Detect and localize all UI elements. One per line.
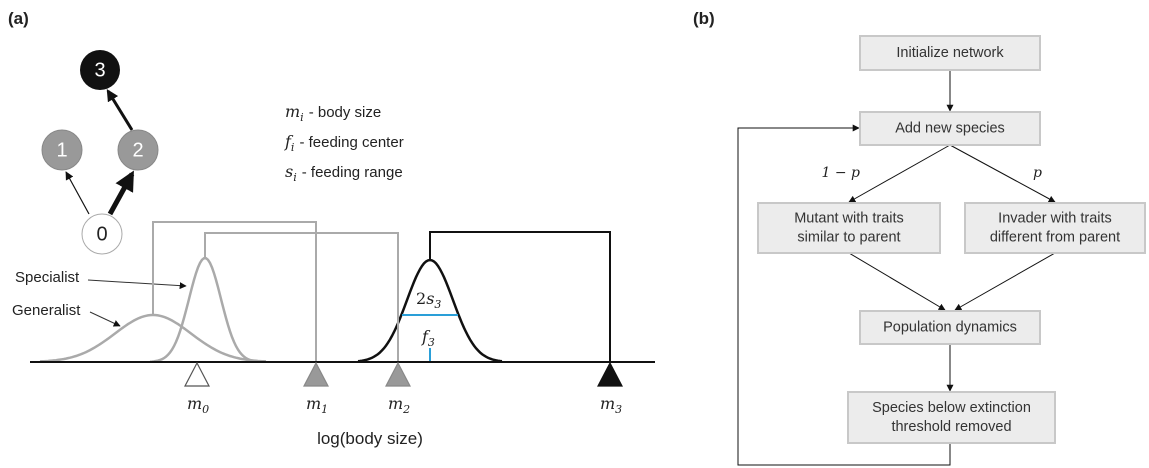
process-box bbox=[859, 111, 1041, 146]
marker-label: m3 bbox=[600, 394, 622, 416]
width-label: 2s3 bbox=[416, 289, 441, 311]
center-label: f3 bbox=[421, 327, 435, 349]
node-label: 1 bbox=[56, 139, 67, 161]
size-marker bbox=[184, 361, 210, 387]
process-box bbox=[847, 391, 1056, 444]
process-box bbox=[964, 202, 1146, 254]
node bbox=[41, 129, 83, 171]
arrow bbox=[848, 252, 946, 311]
pointer bbox=[87, 279, 187, 290]
box-text: Initialize network bbox=[896, 45, 1004, 61]
panel-label: (a) bbox=[8, 9, 29, 28]
node-label: 3 bbox=[94, 59, 105, 81]
size-marker bbox=[385, 361, 411, 387]
node bbox=[81, 213, 123, 255]
marker-label: m2 bbox=[388, 394, 410, 416]
process-box bbox=[757, 202, 941, 254]
process-box bbox=[859, 35, 1041, 71]
annotation: Generalist bbox=[12, 302, 81, 319]
marker-label: m0 bbox=[187, 394, 209, 416]
axis-label: log(body size) bbox=[317, 429, 423, 448]
size-marker bbox=[597, 361, 623, 387]
node bbox=[80, 50, 120, 90]
legend-entry: si - feeding range bbox=[285, 162, 403, 184]
edge bbox=[106, 88, 134, 131]
arrow bbox=[848, 144, 951, 203]
node bbox=[117, 129, 159, 171]
markers: m0 m1 m2 m3 bbox=[184, 361, 623, 416]
node-label: 2 bbox=[132, 139, 143, 161]
box-text: threshold removed bbox=[891, 419, 1011, 435]
arrow bbox=[949, 144, 1056, 203]
link-bracket bbox=[204, 232, 399, 362]
legend-entry: mi - body size bbox=[285, 102, 381, 124]
legend: mi - body size fi - feeding center si - feedi… bbox=[284, 102, 404, 184]
link-bracket bbox=[152, 221, 317, 362]
box-text: Population dynamics bbox=[883, 319, 1017, 335]
box-text: Mutant with traits bbox=[794, 210, 904, 226]
box-text: different from parent bbox=[990, 229, 1120, 245]
edge bbox=[107, 170, 135, 216]
size-marker bbox=[303, 361, 329, 387]
box-text: Invader with traits bbox=[998, 210, 1112, 226]
box-text: similar to parent bbox=[797, 229, 900, 245]
box-text: Add new species bbox=[895, 120, 1005, 136]
edge bbox=[65, 171, 90, 215]
arrow bbox=[954, 252, 1056, 311]
panel-label: (b) bbox=[693, 9, 715, 28]
pointer bbox=[89, 311, 121, 327]
marker-label: m1 bbox=[306, 394, 328, 416]
process-box bbox=[859, 310, 1041, 345]
node-label: 0 bbox=[96, 223, 107, 245]
box-text: Species below extinction bbox=[872, 400, 1031, 416]
loop-arrow bbox=[737, 124, 951, 466]
branch-label: 1 − p bbox=[822, 165, 861, 181]
link-bracket bbox=[429, 231, 611, 362]
flowchart: 1 − p p Initialize network Add new specie… bbox=[737, 35, 1146, 466]
branch-label: p bbox=[1033, 165, 1042, 181]
annotation: Specialist bbox=[15, 269, 80, 286]
specialist-curve bbox=[149, 256, 263, 364]
legend-entry: fi - feeding center bbox=[284, 132, 404, 154]
